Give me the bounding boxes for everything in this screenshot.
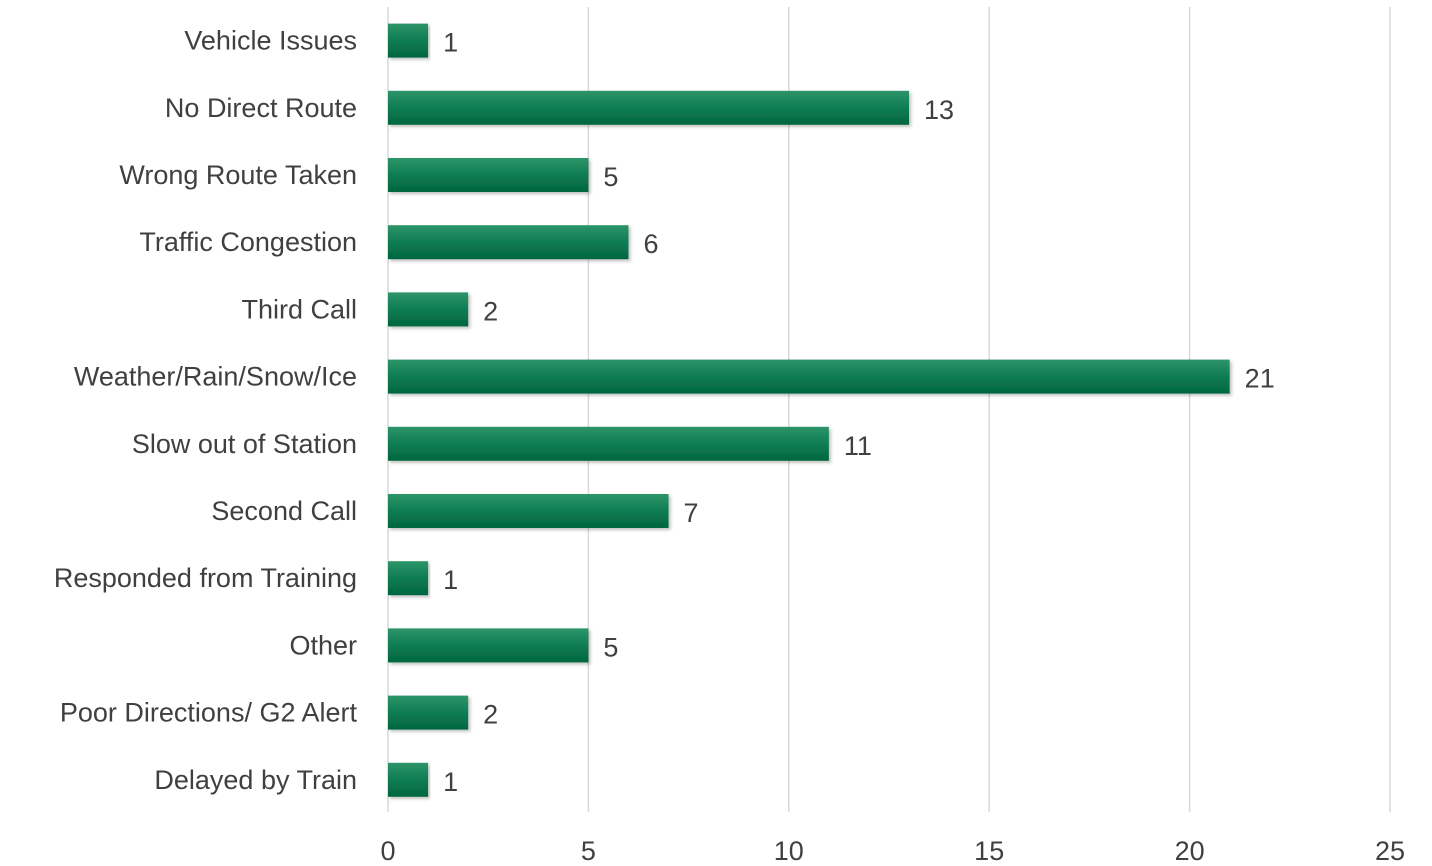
- category-label-1: Vehicle Issues: [184, 26, 357, 56]
- x-tick-label-0: 0: [380, 836, 395, 866]
- bar-7: [388, 426, 829, 461]
- x-axis-tick-labels: 0 5 10 15 20 25: [380, 836, 1405, 866]
- data-label-9: 1: [443, 565, 458, 595]
- bar-10: [388, 628, 589, 663]
- x-tick-label-20: 20: [1175, 836, 1205, 866]
- category-label-11: Poor Directions/ G2 Alert: [60, 698, 358, 728]
- bar-9: [388, 561, 429, 596]
- bar-2: [388, 90, 910, 125]
- data-label-1: 1: [443, 28, 458, 58]
- category-label-9: Responded from Training: [54, 563, 357, 593]
- data-label-10: 5: [603, 632, 618, 662]
- x-tick-label-10: 10: [774, 836, 804, 866]
- category-label-12: Delayed by Train: [154, 765, 357, 795]
- data-label-4: 6: [643, 229, 658, 259]
- category-label-7: Slow out of Station: [132, 429, 357, 459]
- bar-1: [388, 23, 429, 58]
- gridlines: [387, 7, 1391, 812]
- category-label-6: Weather/Rain/Snow/Ice: [74, 362, 357, 392]
- category-label-10: Other: [289, 630, 357, 660]
- category-label-8: Second Call: [211, 496, 357, 526]
- bar-8: [388, 494, 669, 528]
- category-label-4: Traffic Congestion: [139, 227, 357, 257]
- data-label-3: 5: [603, 162, 618, 192]
- category-label-5: Third Call: [241, 294, 357, 324]
- bar-6: [388, 359, 1230, 394]
- bar-5: [388, 292, 469, 327]
- x-tick-label-5: 5: [581, 836, 596, 866]
- x-tick-label-25: 25: [1375, 836, 1405, 866]
- x-tick-label-15: 15: [974, 836, 1004, 866]
- bar-4: [388, 225, 629, 260]
- data-label-7: 11: [844, 431, 872, 461]
- data-label-5: 2: [483, 296, 498, 326]
- bars: [388, 23, 1230, 797]
- data-label-8: 7: [684, 498, 699, 528]
- category-labels: Vehicle Issues No Direct Route Wrong Route…: [54, 26, 358, 795]
- bar-12: [388, 762, 429, 797]
- bar-3: [388, 158, 589, 192]
- data-label-2: 13: [924, 95, 954, 125]
- data-label-11: 2: [483, 700, 498, 730]
- data-label-6: 21: [1245, 364, 1275, 394]
- category-label-3: Wrong Route Taken: [119, 160, 357, 190]
- bar-11: [388, 695, 469, 730]
- data-label-12: 1: [443, 767, 458, 797]
- category-label-2: No Direct Route: [165, 93, 357, 123]
